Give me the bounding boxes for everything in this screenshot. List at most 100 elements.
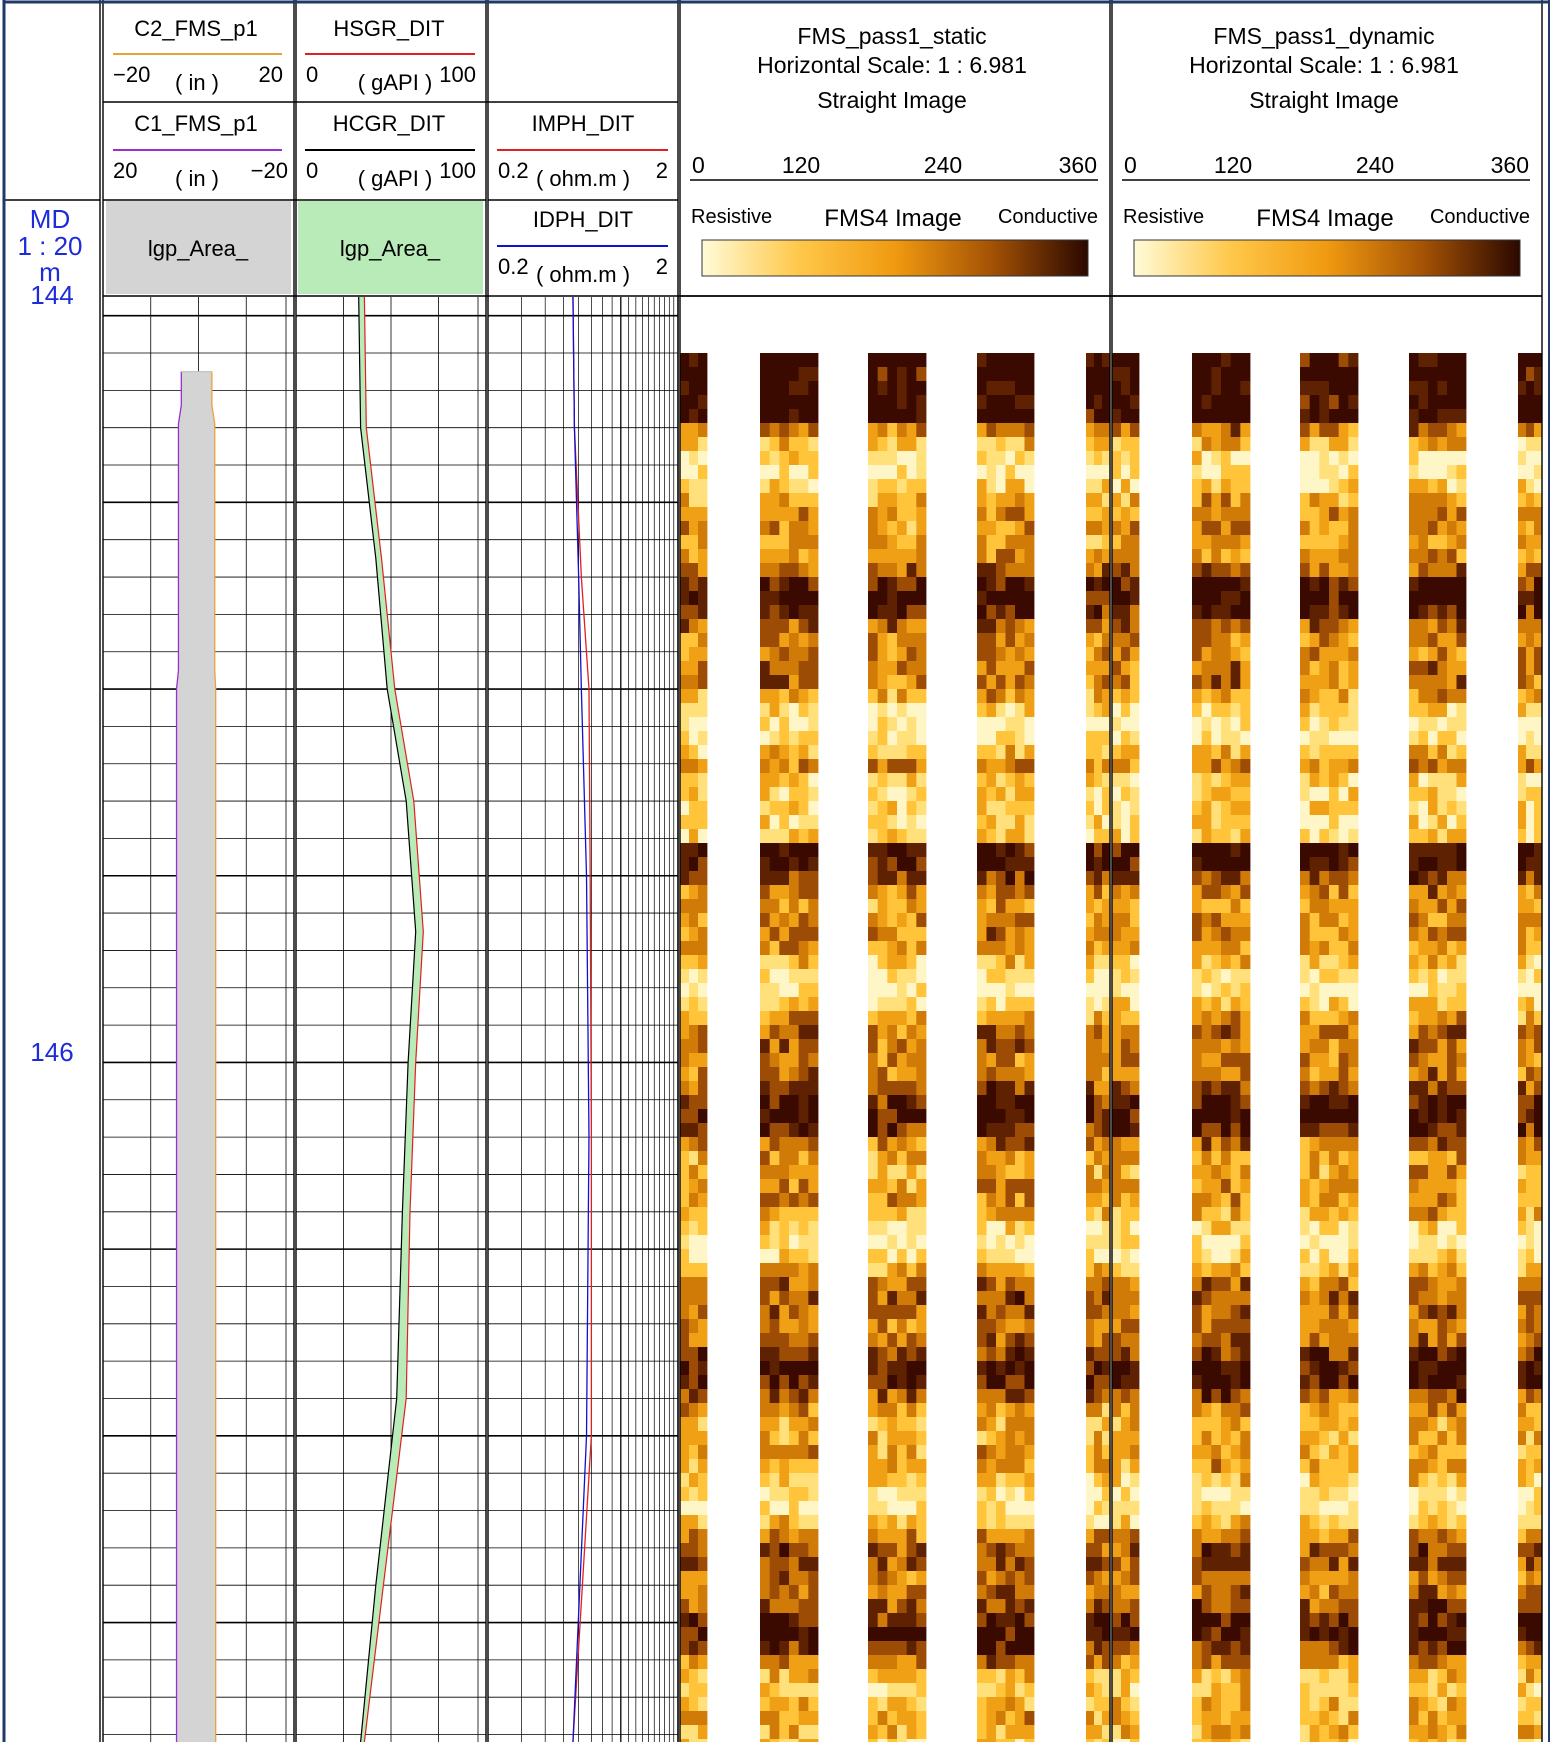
static-image-cell	[799, 1529, 809, 1543]
dynamic-image-cell	[1419, 395, 1429, 409]
dynamic-image-cell	[1428, 1361, 1438, 1375]
static-image-cell	[897, 1585, 907, 1599]
dynamic-image-cell	[1419, 1711, 1429, 1725]
dynamic-image-cell	[1202, 1375, 1212, 1389]
dynamic-image-cell	[1202, 1361, 1212, 1375]
static-image-cell	[680, 1445, 689, 1459]
static-image-cell	[878, 1291, 888, 1305]
dynamic-image-cell	[1447, 927, 1457, 941]
static-image-cell	[760, 857, 770, 871]
dynamic-image-cell	[1202, 1039, 1212, 1053]
dynamic-image-cell	[1447, 955, 1457, 969]
static-image-cell	[799, 969, 809, 983]
dynamic-image-cell	[1419, 1305, 1429, 1319]
dynamic-image-cell	[1300, 1263, 1310, 1277]
static-image-cell	[770, 1683, 780, 1697]
dynamic-image-cell	[1231, 689, 1241, 703]
dynamic-image-cell	[1211, 969, 1221, 983]
dynamic-image-cell	[1534, 367, 1542, 381]
static-image-cell	[907, 1277, 917, 1291]
dynamic-image-cell	[1231, 675, 1241, 689]
static-image-cell	[760, 1137, 770, 1151]
dynamic-image-cell	[1518, 591, 1526, 605]
dynamic-image-cell	[1526, 1515, 1534, 1529]
static-image-cell	[907, 1473, 917, 1487]
dynamic-image-cell	[1534, 1011, 1542, 1025]
static-image-cell	[987, 787, 997, 801]
static-image-cell	[808, 1249, 818, 1263]
dynamic-image-cell	[1121, 563, 1130, 577]
static-image-cell	[1094, 465, 1102, 479]
static-image-cell	[996, 871, 1006, 885]
dynamic-image-cell	[1130, 787, 1139, 801]
dynamic-image-cell	[1319, 1011, 1329, 1025]
static-image-cell	[1094, 1627, 1102, 1641]
static-image-cell	[770, 955, 780, 969]
static-image-cell	[916, 423, 926, 437]
static-image-cell	[878, 1487, 888, 1501]
dynamic-image-cell	[1457, 843, 1467, 857]
imph-unit: ( ohm.m )	[536, 166, 630, 191]
dynamic-image-cell	[1130, 983, 1139, 997]
dynamic-image-cell	[1329, 563, 1339, 577]
dynamic-image-cell	[1240, 857, 1250, 871]
static-image-cell	[799, 1039, 809, 1053]
dynamic-image-cell	[1348, 745, 1358, 759]
static-image-cell	[1086, 941, 1094, 955]
static-image-cell	[1094, 1109, 1102, 1123]
static-image-cell	[987, 1599, 997, 1613]
dynamic-image-cell	[1534, 689, 1542, 703]
static-image-cell	[987, 801, 997, 815]
static-image-cell	[789, 605, 799, 619]
static-image-cell	[868, 773, 878, 787]
static-image-cell	[1102, 1529, 1110, 1543]
static-image-cell	[1094, 1683, 1102, 1697]
static-image-cell	[779, 647, 789, 661]
dynamic-image-cell	[1518, 1669, 1526, 1683]
static-image-cell	[770, 717, 780, 731]
dynamic-image-cell	[1409, 647, 1419, 661]
static-image-cell	[977, 1613, 987, 1627]
static-image-cell	[789, 1235, 799, 1249]
static-image-cell	[868, 1389, 878, 1403]
dynamic-image-cell	[1240, 759, 1250, 773]
dynamic-image-cell	[1526, 1067, 1534, 1081]
static-image-cell	[977, 605, 987, 619]
static-image-cell	[907, 997, 917, 1011]
static-image-cell	[897, 1613, 907, 1627]
dynamic-image-cell	[1130, 1515, 1139, 1529]
static-image-cell	[996, 395, 1006, 409]
dynamic-image-cell	[1310, 1347, 1320, 1361]
static-image-cell	[799, 591, 809, 605]
dynamic-image-cell	[1526, 1627, 1534, 1641]
dynamic-image-cell	[1428, 969, 1438, 983]
dynamic-image-cell	[1231, 1109, 1241, 1123]
static-image-cell	[996, 1529, 1006, 1543]
dynamic-image-cell	[1457, 1025, 1467, 1039]
dynamic-image-cell	[1121, 1109, 1130, 1123]
dynamic-image-cell	[1447, 1151, 1457, 1165]
static-image-cell	[1094, 927, 1102, 941]
static-image-cell	[897, 843, 907, 857]
static-image-cell	[779, 507, 789, 521]
static-image-cell	[977, 1193, 987, 1207]
static-image-cell	[1015, 1711, 1025, 1725]
static-image-cell	[987, 591, 997, 605]
static-image-cell	[760, 409, 770, 423]
dynamic-image-cell	[1447, 773, 1457, 787]
hsgr-min: 0	[306, 62, 318, 87]
static-image-cell	[760, 479, 770, 493]
static-image-cell	[760, 1473, 770, 1487]
dynamic-image-cell	[1240, 507, 1250, 521]
static-image-cell	[996, 1725, 1006, 1739]
static-image-cell	[770, 1375, 780, 1389]
static-image-cell	[1102, 1053, 1110, 1067]
static-image-cell	[1006, 745, 1016, 759]
dynamic-image-cell	[1121, 997, 1130, 1011]
static-image-cell	[770, 1277, 780, 1291]
dynamic-image-cell	[1329, 1655, 1339, 1669]
dynamic-image-cell	[1130, 1389, 1139, 1403]
static-image-cell	[1006, 1305, 1016, 1319]
static-image-cell	[808, 1333, 818, 1347]
static-image-cell	[887, 1109, 897, 1123]
